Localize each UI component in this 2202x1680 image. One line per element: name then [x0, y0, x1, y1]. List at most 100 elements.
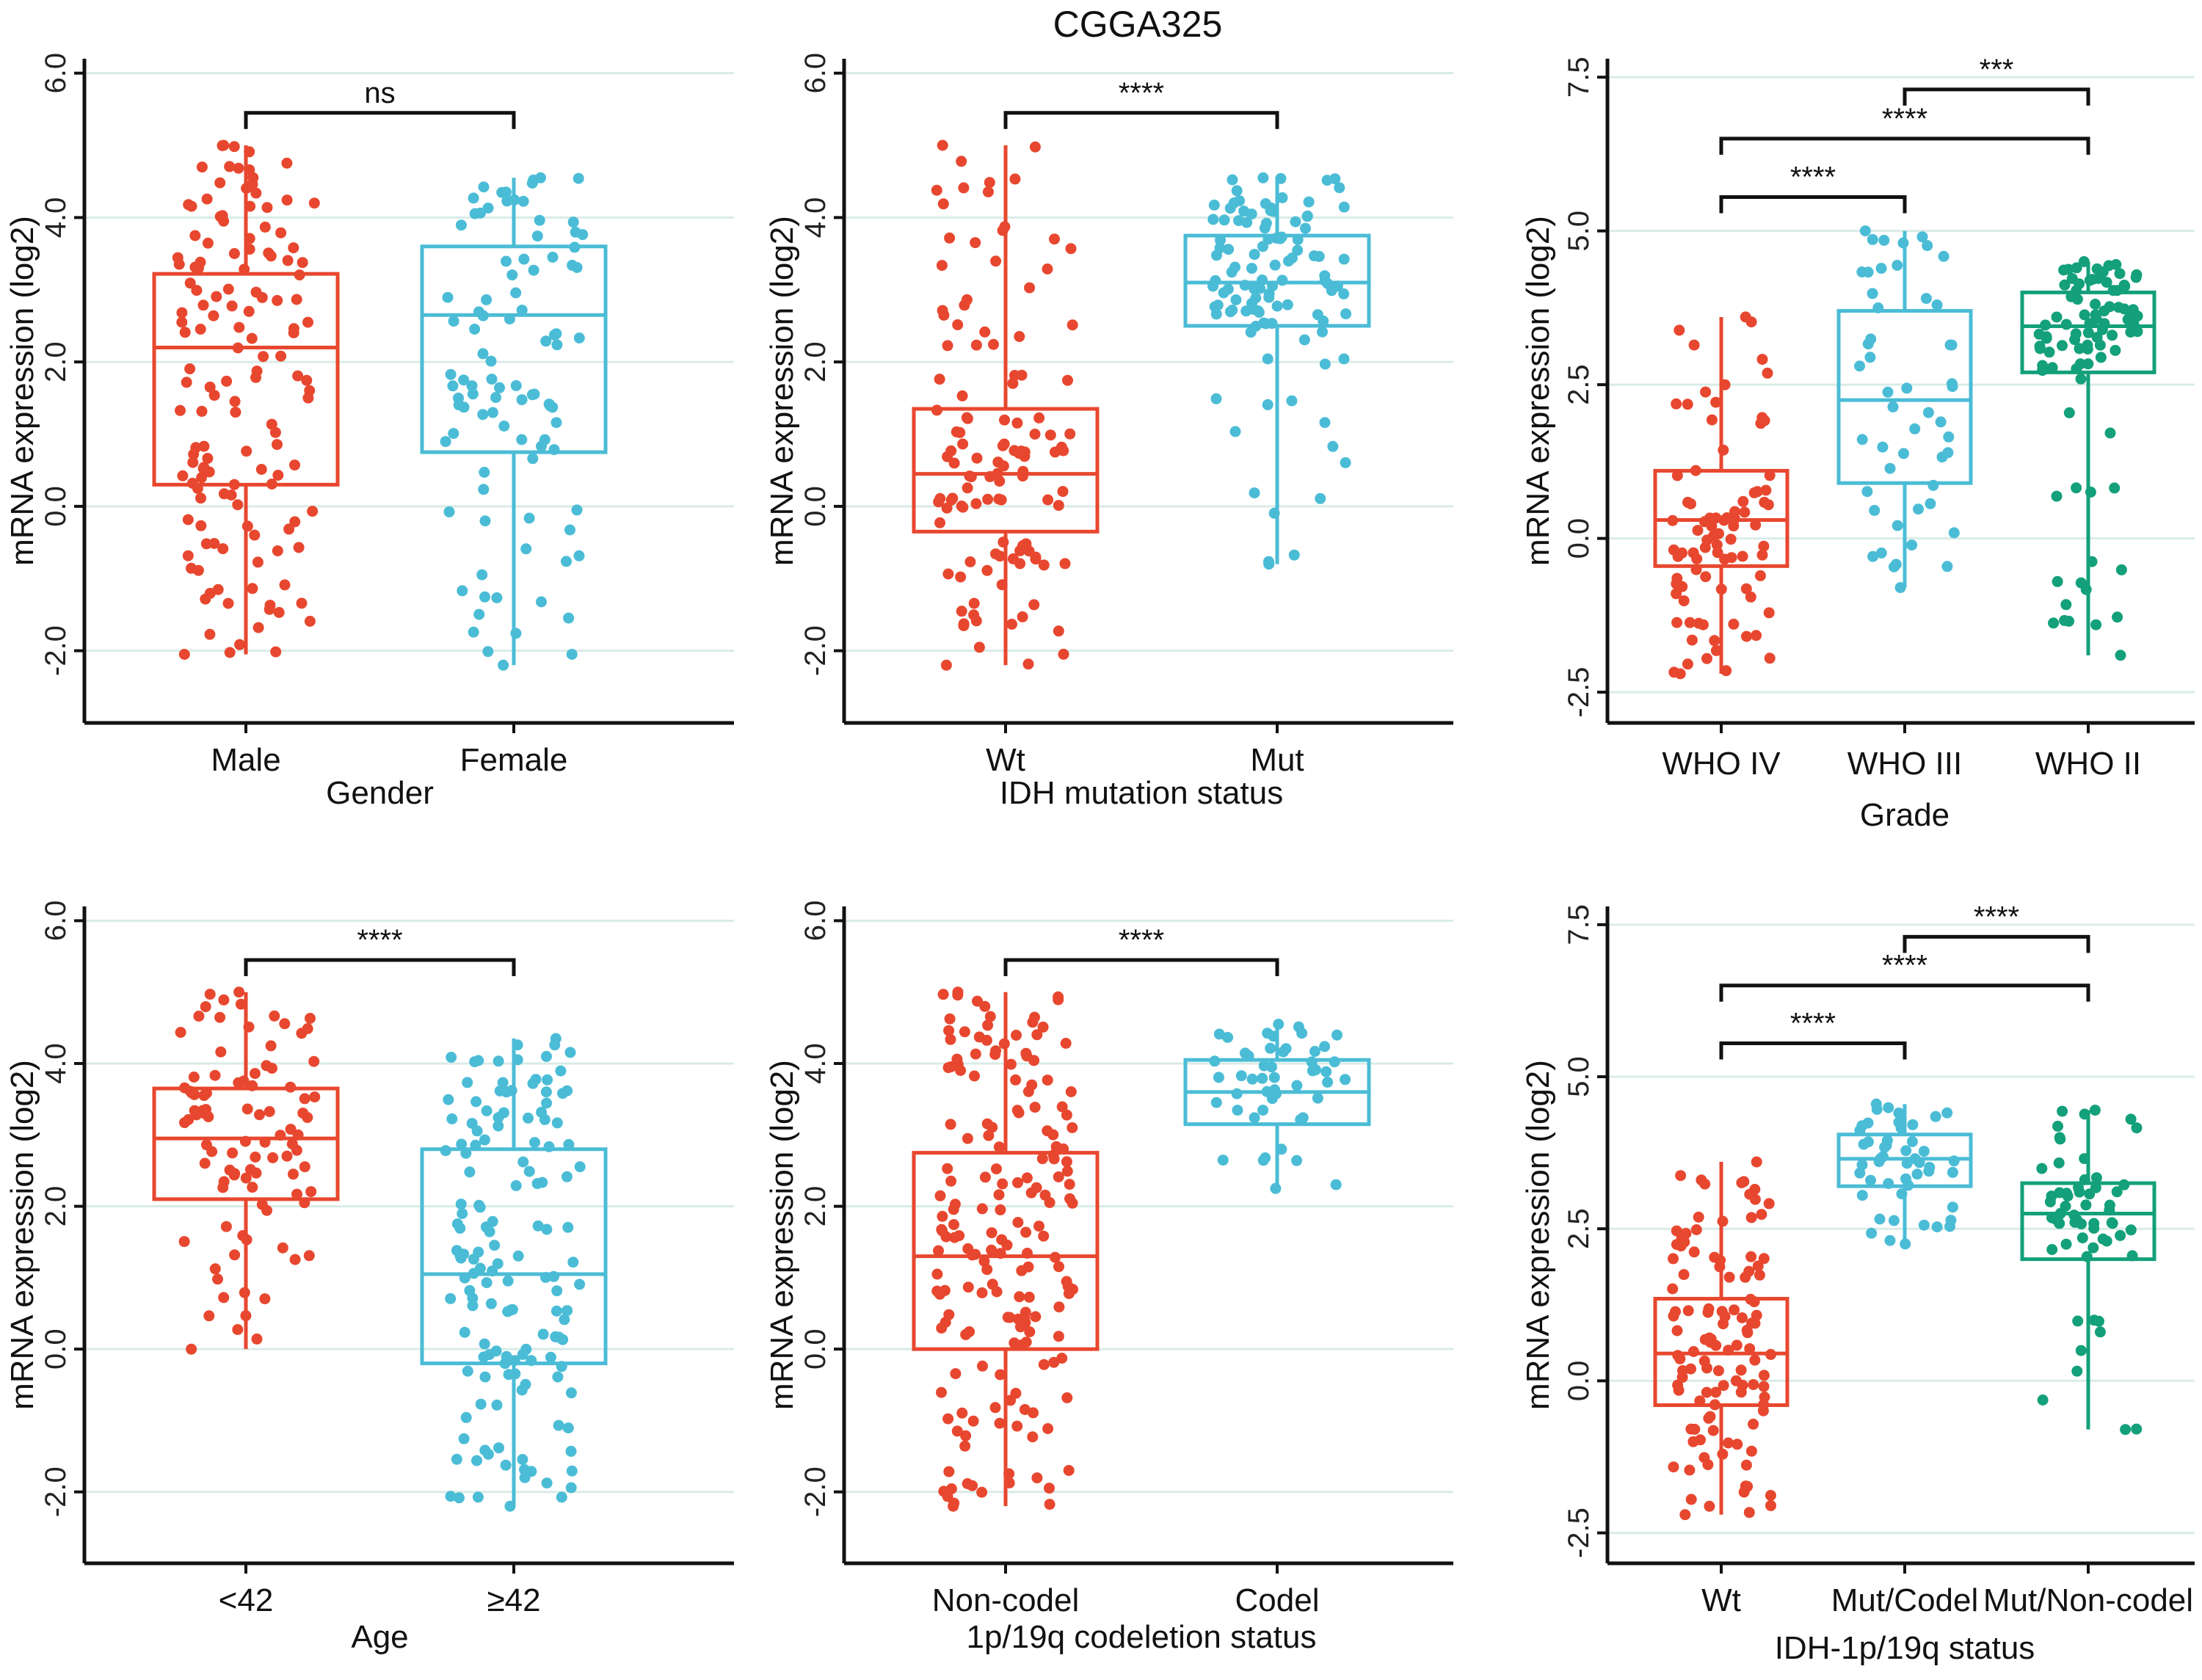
- figure-title: CGGA325: [1053, 4, 1223, 45]
- data-point: [2082, 358, 2094, 370]
- data-point: [204, 989, 216, 1000]
- data-point: [2111, 1186, 2123, 1198]
- data-point: [556, 1361, 567, 1372]
- data-point: [2071, 1365, 2083, 1377]
- data-point: [2072, 1315, 2084, 1327]
- data-point: [204, 628, 216, 640]
- data-point: [477, 348, 489, 360]
- data-point: [291, 294, 302, 305]
- y-axis-title: mRNA expression (log2): [4, 1060, 40, 1410]
- data-point: [1011, 1030, 1022, 1041]
- y-tick-label: 5.0: [1563, 1056, 1595, 1097]
- data-point: [1260, 198, 1271, 209]
- data-point: [979, 1000, 991, 1012]
- data-point: [931, 1285, 943, 1297]
- data-point: [1679, 1236, 1690, 1248]
- data-point: [2118, 303, 2130, 315]
- data-point: [1754, 570, 1766, 581]
- data-point: [1920, 293, 1932, 305]
- data-point: [540, 335, 552, 347]
- data-point: [1214, 242, 1226, 254]
- data-point: [1014, 1321, 1026, 1333]
- data-point: [1884, 462, 1896, 474]
- data-point: [1698, 1452, 1710, 1463]
- data-point: [1287, 252, 1298, 263]
- data-point: [942, 340, 953, 352]
- data-point: [1019, 1404, 1031, 1415]
- data-point: [938, 1486, 950, 1497]
- data-point: [299, 1093, 310, 1105]
- data-point: [1224, 306, 1236, 318]
- data-point: [473, 306, 484, 318]
- data-point: [1764, 470, 1776, 481]
- data-point: [275, 350, 287, 362]
- data-point: [1693, 1211, 1704, 1223]
- data-point: [1280, 1043, 1292, 1055]
- data-point: [961, 412, 973, 423]
- data-point: [962, 1132, 973, 1144]
- data-point: [998, 537, 1009, 548]
- data-point: [292, 370, 304, 382]
- data-point: [294, 269, 305, 281]
- data-point: [175, 404, 186, 416]
- data-point: [571, 504, 583, 516]
- data-point: [1744, 1188, 1756, 1200]
- data-point: [1232, 1105, 1243, 1116]
- data-point: [460, 1147, 472, 1159]
- data-point: [456, 1138, 468, 1150]
- data-point: [1913, 503, 1924, 515]
- data-point: [458, 374, 470, 386]
- data-point: [489, 1240, 501, 1251]
- data-point: [992, 457, 1004, 468]
- data-point: [1229, 261, 1240, 273]
- data-point: [1321, 175, 1333, 186]
- data-point: [1911, 1168, 1923, 1180]
- data-point: [1044, 1499, 1055, 1510]
- data-point: [1028, 1055, 1040, 1066]
- data-point: [1249, 487, 1260, 499]
- bracket-line: [1719, 1041, 1907, 1060]
- data-point: [1004, 1312, 1016, 1323]
- data-point: [1862, 1136, 1874, 1148]
- points-Wt: [931, 139, 1078, 671]
- data-point: [1063, 1465, 1075, 1476]
- data-point: [272, 294, 283, 306]
- points-WHO IV: [1667, 311, 1776, 680]
- data-point: [934, 517, 945, 528]
- data-point: [196, 405, 208, 417]
- data-point: [285, 1124, 297, 1135]
- data-point: [1334, 182, 1345, 194]
- data-point: [479, 1134, 490, 1146]
- data-point: [2131, 269, 2143, 280]
- data-point: [937, 305, 948, 316]
- data-point: [1723, 1345, 1734, 1356]
- x-tick-label: Codel: [1235, 1582, 1320, 1618]
- box-Mut: [1183, 172, 1371, 570]
- data-point: [1266, 318, 1278, 330]
- y-tick-label: 0.0: [40, 486, 72, 527]
- data-point: [479, 515, 491, 527]
- data-point: [209, 1263, 221, 1275]
- significance-label: ****: [1119, 77, 1164, 109]
- data-point: [967, 1480, 978, 1491]
- data-point: [1329, 1056, 1340, 1068]
- data-point: [567, 1257, 579, 1268]
- data-point: [1696, 1174, 1707, 1186]
- data-point: [942, 451, 953, 462]
- data-point: [184, 363, 196, 374]
- data-point: [1235, 1070, 1247, 1082]
- y-tick-label: 6.0: [40, 53, 72, 94]
- data-point: [1748, 1418, 1759, 1430]
- data-point: [192, 483, 203, 494]
- data-point: [536, 440, 547, 452]
- significance-bracket: ****: [244, 924, 516, 976]
- panel-codel: -2.0 0.0 2.0 4.0 6.0 mRNA expression (log2) No…: [764, 901, 1453, 1655]
- data-point: [1704, 1332, 1715, 1344]
- data-point: [951, 1425, 963, 1437]
- data-point: [266, 479, 277, 490]
- data-point: [462, 1077, 473, 1088]
- data-point: [523, 1166, 535, 1177]
- data-point: [537, 1328, 549, 1340]
- data-point: [2118, 1179, 2130, 1190]
- data-point: [2079, 309, 2090, 321]
